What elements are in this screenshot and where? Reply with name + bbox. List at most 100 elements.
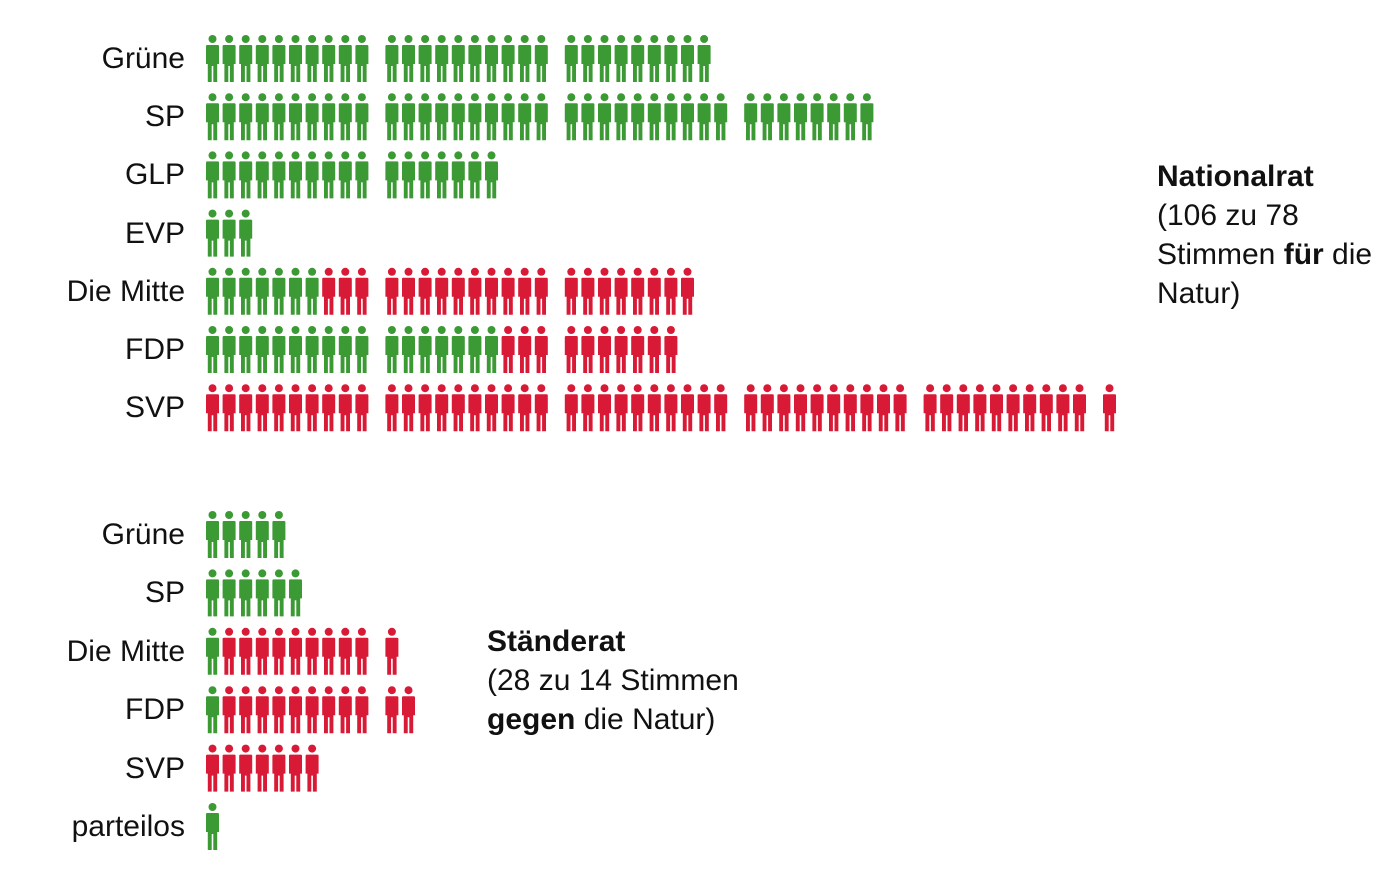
vote-against-figure <box>1006 384 1020 432</box>
vote-against-figure <box>534 384 548 432</box>
vote-against-figure <box>485 267 498 315</box>
vote-for-figure <box>518 35 532 82</box>
vote-against-figure <box>289 627 302 675</box>
vote-against-figure <box>338 267 352 315</box>
vote-against-figure <box>322 627 336 675</box>
vote-for-figure <box>222 511 236 558</box>
vote-against-figure <box>322 686 336 734</box>
vote-for-figure <box>222 93 236 141</box>
vote-for-figure <box>272 35 286 82</box>
vote-for-figure <box>206 686 219 734</box>
vote-against-figure <box>697 384 711 432</box>
vote-for-figure <box>402 93 415 141</box>
vote-against-figure <box>1056 384 1070 432</box>
vote-for-figure <box>355 326 369 373</box>
vote-against-figure <box>581 326 595 373</box>
vote-for-figure <box>206 35 219 82</box>
vote-against-figure <box>222 686 236 734</box>
vote-for-figure <box>402 35 415 82</box>
vote-for-figure <box>222 209 236 257</box>
vote-for-figure <box>338 326 352 373</box>
vote-against-figure <box>451 384 465 432</box>
vote-against-figure <box>598 326 611 373</box>
vote-for-figure <box>305 326 319 373</box>
staenderat-caption: Ständerat (28 zu 14 Stimmen gegen die Na… <box>487 622 787 739</box>
vote-against-figure <box>322 267 336 315</box>
vote-for-figure <box>564 35 578 82</box>
vote-against-figure <box>1023 384 1037 432</box>
vote-for-figure <box>255 569 269 617</box>
vote-for-figure <box>222 35 236 82</box>
vote-against-figure <box>581 384 595 432</box>
vote-against-figure <box>402 384 415 432</box>
vote-for-figure <box>322 93 336 141</box>
vote-against-figure <box>631 267 645 315</box>
vote-for-figure <box>435 326 449 373</box>
vote-for-figure <box>581 35 595 82</box>
vote-for-figure <box>468 326 482 373</box>
vote-for-figure <box>272 326 286 373</box>
vote-for-figure <box>418 151 432 199</box>
vote-for-figure <box>697 93 711 141</box>
vote-against-figure <box>272 384 286 432</box>
vote-against-figure <box>518 267 532 315</box>
vote-for-figure <box>501 93 515 141</box>
vote-for-figure <box>322 326 336 373</box>
vote-against-figure <box>990 384 1003 432</box>
vote-for-figure <box>598 35 611 82</box>
vote-against-figure <box>222 627 236 675</box>
vote-for-figure <box>468 151 482 199</box>
vote-for-figure <box>305 35 319 82</box>
party-label: SVP <box>124 391 185 425</box>
vote-for-figure <box>255 326 269 373</box>
vote-for-figure <box>322 35 336 82</box>
vote-for-figure <box>206 569 219 617</box>
vote-against-figure <box>305 627 319 675</box>
vote-against-figure <box>435 267 449 315</box>
vote-for-figure <box>435 151 449 199</box>
vote-for-figure <box>239 326 253 373</box>
vote-against-figure <box>255 627 269 675</box>
vote-for-figure <box>501 35 515 82</box>
vote-for-figure <box>239 267 253 315</box>
vote-against-figure <box>239 384 253 432</box>
vote-for-figure <box>222 151 236 199</box>
vote-for-figure <box>468 93 482 141</box>
vote-against-figure <box>206 384 219 432</box>
nationalrat-result: (106 zu 78 Stimmen für die Natur) <box>1157 199 1373 310</box>
vote-against-figure <box>385 627 399 675</box>
vote-for-figure <box>289 151 302 199</box>
vote-against-figure <box>714 384 728 432</box>
vote-against-figure <box>598 267 611 315</box>
vote-for-figure <box>272 151 286 199</box>
vote-for-figure <box>843 93 857 141</box>
vote-for-figure <box>239 93 253 141</box>
vote-for-figure <box>485 35 498 82</box>
party-label: FDP <box>125 693 185 727</box>
vote-for-figure <box>385 326 399 373</box>
vote-for-figure <box>206 803 219 850</box>
vote-for-figure <box>206 93 219 141</box>
nationalrat-caption: Nationalrat (106 zu 78 Stimmen für die N… <box>1157 157 1387 313</box>
vote-for-figure <box>664 93 678 141</box>
vote-against-figure <box>581 267 595 315</box>
party-label: parteilos <box>71 810 185 843</box>
vote-for-figure <box>468 35 482 82</box>
vote-for-figure <box>272 511 286 558</box>
vote-for-figure <box>614 93 628 141</box>
vote-for-figure <box>534 93 548 141</box>
vote-for-figure <box>647 93 661 141</box>
vote-against-figure <box>305 744 319 792</box>
vote-against-figure <box>614 384 628 432</box>
party-label: SVP <box>124 751 185 785</box>
vote-for-figure <box>385 35 399 82</box>
vote-against-figure <box>940 384 954 432</box>
vote-for-figure <box>222 267 236 315</box>
vote-against-figure <box>338 627 352 675</box>
vote-for-figure <box>860 93 874 141</box>
vote-for-figure <box>402 326 415 373</box>
vote-against-figure <box>810 384 824 432</box>
vote-against-figure <box>272 627 286 675</box>
vote-against-figure <box>435 384 449 432</box>
